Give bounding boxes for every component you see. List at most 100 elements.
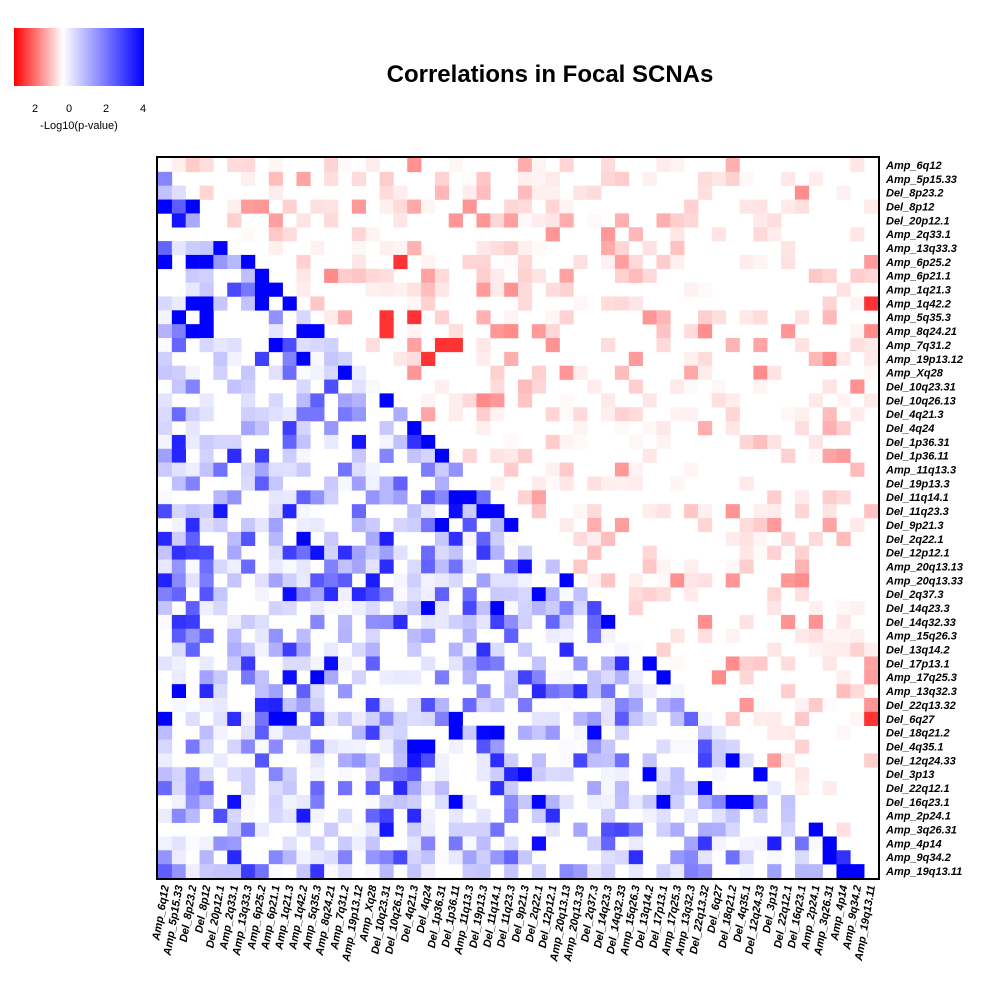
heatmap-cell [518, 490, 533, 505]
heatmap-cell [282, 434, 297, 450]
heatmap-cell [185, 573, 200, 588]
heatmap-cell [324, 739, 339, 754]
heatmap-cell [351, 518, 366, 533]
heatmap-cell [531, 808, 546, 823]
heatmap-cell [711, 670, 726, 685]
heatmap-cell [864, 365, 879, 380]
heatmap-cell [504, 767, 519, 782]
row-label: Del_19p13.3 [886, 478, 950, 490]
heatmap-cell [351, 725, 366, 740]
heatmap-cell [573, 407, 588, 422]
heatmap-cell [241, 476, 256, 491]
heatmap-cell [310, 296, 325, 311]
heatmap-cell [462, 836, 477, 851]
heatmap-cell [407, 698, 422, 713]
heatmap-cell [767, 434, 782, 450]
heatmap-cell [559, 794, 574, 810]
heatmap-cell [545, 324, 560, 339]
heatmap-cell [171, 296, 186, 311]
heatmap-cell [698, 421, 713, 436]
heatmap-cell [324, 213, 339, 228]
heatmap-cell [185, 518, 200, 533]
heatmap-cell [434, 711, 450, 726]
heatmap-cell [545, 185, 560, 200]
heatmap-cell [324, 545, 339, 560]
heatmap-cell [601, 628, 616, 643]
heatmap-cell [670, 476, 685, 491]
heatmap-cell [158, 850, 173, 865]
heatmap-cell [351, 365, 366, 380]
heatmap-cell [393, 351, 408, 366]
heatmap-cell [614, 670, 630, 685]
heatmap-cell [379, 587, 394, 602]
heatmap-cell [421, 518, 436, 533]
heatmap-cell [711, 379, 726, 394]
heatmap-cell [545, 628, 560, 643]
heatmap-cell [171, 241, 186, 256]
heatmap-cell [407, 518, 422, 533]
heatmap-cell [490, 379, 505, 394]
heatmap-cell [282, 573, 297, 588]
heatmap-cell [462, 490, 477, 505]
heatmap-cell [822, 268, 837, 283]
heatmap-cell [379, 199, 394, 214]
heatmap-cell [559, 573, 574, 588]
heatmap-cell [559, 767, 574, 782]
heatmap-cell [310, 656, 325, 671]
chart-title: Correlations in Focal SCNAs [387, 61, 714, 88]
heatmap-cell [545, 310, 560, 325]
heatmap-cell [185, 531, 200, 546]
heatmap-cell [213, 684, 228, 699]
heatmap-cell [296, 490, 311, 505]
heatmap-cell [421, 614, 436, 630]
heatmap-cell [559, 282, 574, 297]
heatmap-cell [158, 171, 173, 186]
heatmap-cell [698, 282, 713, 297]
heatmap-cell [614, 241, 630, 256]
heatmap-cell [434, 379, 450, 394]
heatmap-cell [310, 711, 325, 726]
heatmap-cell [379, 324, 394, 339]
heatmap-cell [393, 794, 408, 810]
heatmap-cell [296, 379, 311, 394]
row-label: Del_10q26.13 [886, 395, 956, 407]
heatmap-cell [490, 365, 505, 380]
heatmap-cell [351, 642, 366, 657]
heatmap-cell [642, 268, 657, 283]
heatmap-cell [725, 739, 740, 754]
heatmap-cell [338, 407, 353, 422]
heatmap-cell [822, 504, 837, 519]
heatmap-cell [310, 545, 325, 560]
row-label: Amp_1q21.3 [885, 285, 951, 297]
heatmap-cell [808, 642, 823, 657]
heatmap-cell [642, 753, 657, 768]
heatmap-cell [365, 490, 380, 505]
heatmap-cell [642, 656, 657, 671]
heatmap-cell [656, 254, 671, 270]
heatmap-cell [642, 587, 657, 602]
heatmap-cell [227, 559, 242, 574]
heatmap-cell [587, 504, 602, 519]
heatmap-cell [199, 781, 214, 796]
heatmap-cell [213, 254, 228, 270]
heatmap-cell [338, 739, 353, 754]
heatmap-cell [587, 836, 602, 851]
heatmap-cell [725, 531, 740, 546]
row-label: Del_9p21.3 [886, 520, 943, 532]
heatmap-cell [490, 739, 505, 754]
heatmap-cell [628, 227, 643, 242]
heatmap-cell [781, 573, 796, 588]
heatmap-cell [227, 656, 242, 671]
heatmap-cell [227, 213, 242, 228]
heatmap-cell [268, 864, 283, 879]
heatmap-cell [642, 684, 657, 699]
heatmap-cell [185, 767, 200, 782]
row-label: Del_17p13.1 [886, 658, 950, 670]
heatmap-cell [324, 379, 339, 394]
heatmap-cell [739, 753, 754, 768]
heatmap-cell [365, 573, 380, 588]
heatmap-cell [628, 864, 643, 879]
heatmap-cell [670, 213, 685, 228]
heatmap-cell [794, 781, 810, 796]
heatmap-cell [393, 213, 408, 228]
